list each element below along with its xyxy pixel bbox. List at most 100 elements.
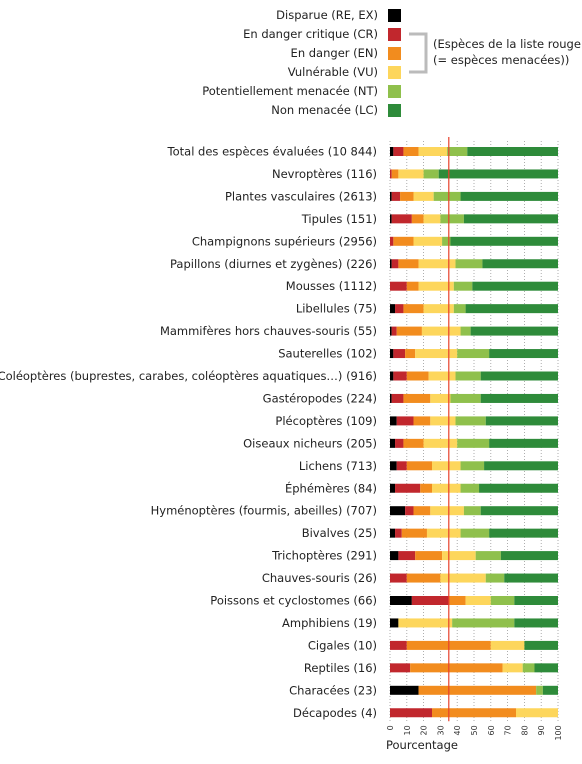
bar-segment [391, 214, 412, 224]
bar-segment [418, 685, 537, 695]
bar-segment [390, 259, 392, 269]
category-label: Chauves-souris (26) [262, 571, 377, 585]
x-tick-label: 10 [403, 725, 412, 735]
bar-segment [418, 281, 454, 291]
legend-swatch-re_ex [388, 9, 401, 22]
bar-segment [403, 147, 419, 156]
bar-segment [390, 304, 396, 314]
bar-segment [411, 214, 424, 224]
legend-label-en: En danger (EN) [291, 46, 378, 60]
bar-segment [396, 461, 407, 471]
category-label: Mousses (1112) [286, 279, 377, 293]
bar-segment [504, 573, 558, 583]
grid [389, 141, 559, 722]
legend-bracket [409, 32, 428, 74]
category-label: Amphibiens (19) [282, 616, 377, 630]
bar-segment [390, 326, 392, 336]
bar-segment [484, 461, 558, 471]
bar-segment [396, 326, 422, 336]
bar-segment [395, 438, 404, 448]
bar-segment [391, 191, 401, 201]
bar-segment [403, 393, 431, 403]
bar-segment [485, 573, 505, 583]
bar-segment [420, 483, 432, 493]
bar-segment [479, 483, 558, 493]
bars [390, 147, 558, 718]
bar-segment [482, 259, 558, 269]
x-tick-label: 60 [487, 725, 496, 735]
bar-segment [391, 326, 397, 336]
bar-segment [390, 371, 394, 381]
bar-segment [390, 551, 399, 561]
bar-segment [460, 528, 490, 538]
bar-segment [440, 573, 486, 583]
x-axis-title: Pourcentage [386, 738, 458, 752]
bar-segment [403, 438, 424, 448]
bar-segment [460, 326, 471, 336]
bar-segment [405, 349, 416, 359]
category-label: Plécoptères (109) [275, 414, 377, 428]
bar-segment [406, 573, 441, 583]
bar-segment [428, 371, 456, 381]
bar-segment [452, 618, 515, 628]
bar-segment [406, 281, 419, 291]
category-label: Éphémères (84) [285, 480, 377, 495]
bar-segment [514, 618, 558, 628]
legend-label-nt: Potentiellement menacée (NT) [202, 84, 378, 98]
bar-segment [398, 618, 453, 628]
bar-segment [390, 416, 397, 426]
bar-segment [405, 506, 414, 516]
category-label: Coléoptères (buprestes, carabes, coléopt… [0, 369, 377, 383]
bar-segment [430, 416, 456, 426]
bar-segment [413, 191, 434, 201]
x-tick-label: 40 [453, 725, 462, 735]
bar-segment [390, 528, 396, 538]
bar-segment [390, 708, 432, 718]
bar-segment [393, 371, 407, 381]
bar-segment [430, 506, 464, 516]
bar-segment [390, 438, 396, 448]
legend-swatch-en [388, 47, 401, 60]
legend-bracket-text: (= espèces menacées)) [433, 53, 569, 67]
bar-segment [485, 416, 558, 426]
bar-segment [393, 147, 404, 156]
bar-segment [390, 596, 412, 605]
bar-segment [391, 393, 404, 403]
bar-segment [432, 708, 516, 718]
legend-label-cr: En danger critique (CR) [243, 27, 378, 41]
bar-segment [490, 596, 515, 605]
bar-segment [433, 191, 461, 201]
bar-segment [390, 483, 396, 493]
legend-swatch-vu [388, 66, 401, 79]
bar-segment [460, 483, 480, 493]
legend-swatch-lc [388, 104, 401, 117]
category-label: Trichoptères (291) [271, 549, 377, 563]
bar-segment [395, 304, 404, 314]
legend-label-re_ex: Disparue (RE, EX) [276, 8, 378, 22]
bar-segment [390, 640, 407, 650]
bar-segment [455, 259, 483, 269]
bar-segment [514, 596, 558, 605]
category-label: Characées (23) [289, 683, 377, 697]
bar-segment [447, 147, 468, 156]
bar-segment [455, 371, 481, 381]
legend-bracket-text: (Espèces de la liste rouge [433, 37, 581, 51]
bar-segment [406, 461, 432, 471]
bar-segment [390, 236, 394, 246]
category-label: Champignons supérieurs (2956) [192, 234, 377, 248]
bar-segment [522, 663, 535, 673]
bar-segment [395, 528, 402, 538]
bar-segment [393, 349, 406, 359]
x-tick-label: 0 [386, 725, 395, 730]
bar-segment [410, 663, 503, 673]
bar-segment [421, 326, 461, 336]
bar-segment [390, 685, 419, 695]
bar-segment [536, 685, 543, 695]
bar-segment [426, 528, 461, 538]
bar-segment [480, 393, 558, 403]
bar-segment [418, 259, 456, 269]
bar-segment [465, 596, 491, 605]
bar-segment [398, 551, 416, 561]
bar-segment [423, 438, 458, 448]
category-label: Gastéropodes (224) [263, 391, 377, 405]
